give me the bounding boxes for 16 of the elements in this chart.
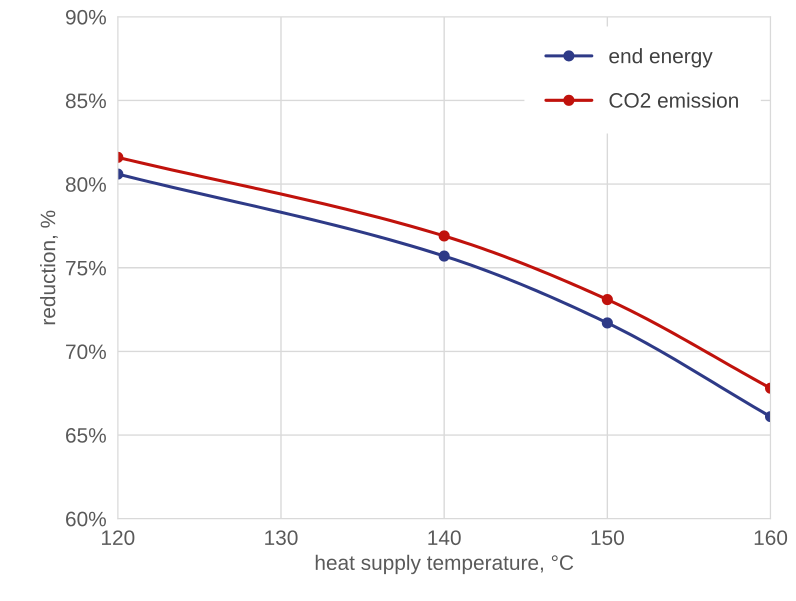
x-tick-label: 160 <box>754 530 788 546</box>
legend-label: CO2 emission <box>610 92 738 108</box>
x-axis-title: heat supply temperature, °C <box>316 554 574 574</box>
legend-label: end energy <box>609 48 713 68</box>
y-tick-label: 60% <box>66 512 106 526</box>
y-tick-label: 90% <box>66 10 106 25</box>
x-tick-label: 150 <box>592 530 624 546</box>
x-tick-label: 130 <box>265 530 298 546</box>
y-tick-label: 75% <box>66 260 106 276</box>
y-tick-label: 85% <box>66 93 106 108</box>
y-tick-label: 80% <box>66 177 106 192</box>
y-tick-label: 65% <box>66 428 106 443</box>
x-tick-label: 120 <box>102 530 134 546</box>
y-tick-label: 70% <box>66 344 106 360</box>
x-tick-label: 140 <box>428 530 461 546</box>
y-axis-title: reduction, % <box>40 210 58 324</box>
